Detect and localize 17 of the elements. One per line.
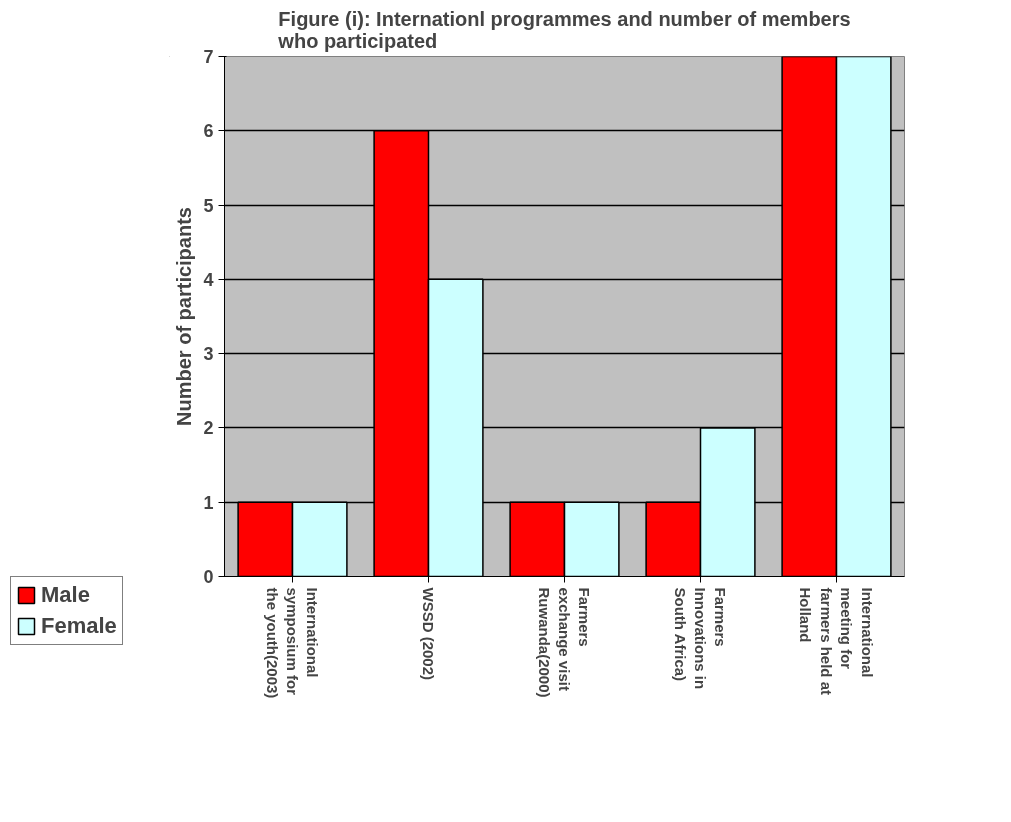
legend-label: Male	[41, 582, 90, 608]
legend-label: Female	[41, 613, 117, 639]
y-tick-label: 1	[203, 492, 214, 513]
x-tick-label: Farmers Innovations in South Africa)	[671, 587, 730, 690]
y-tick-label: 0	[203, 567, 214, 587]
y-tick-label: 4	[203, 269, 214, 290]
y-tick-label: 6	[203, 121, 214, 142]
y-tick-label: 7	[203, 47, 214, 67]
chart-title: Figure (i): Internationl programmes and number of members who participated	[277, 7, 851, 52]
x-tick-label: International symposium for the youth(2003)	[263, 587, 322, 699]
y-tick-label: 3	[203, 344, 214, 365]
x-tick-label: International meeting for farmers held at Holland	[797, 587, 876, 696]
y-tick-label: 5	[203, 195, 214, 216]
x-tick-label: Farmers exchange visit Ruwanda(2000)	[535, 587, 594, 698]
y-axis-title: Number of participants	[173, 207, 196, 426]
x-tick-label: WSSD (2002)	[420, 587, 437, 681]
y-tick-label: 2	[203, 418, 214, 439]
